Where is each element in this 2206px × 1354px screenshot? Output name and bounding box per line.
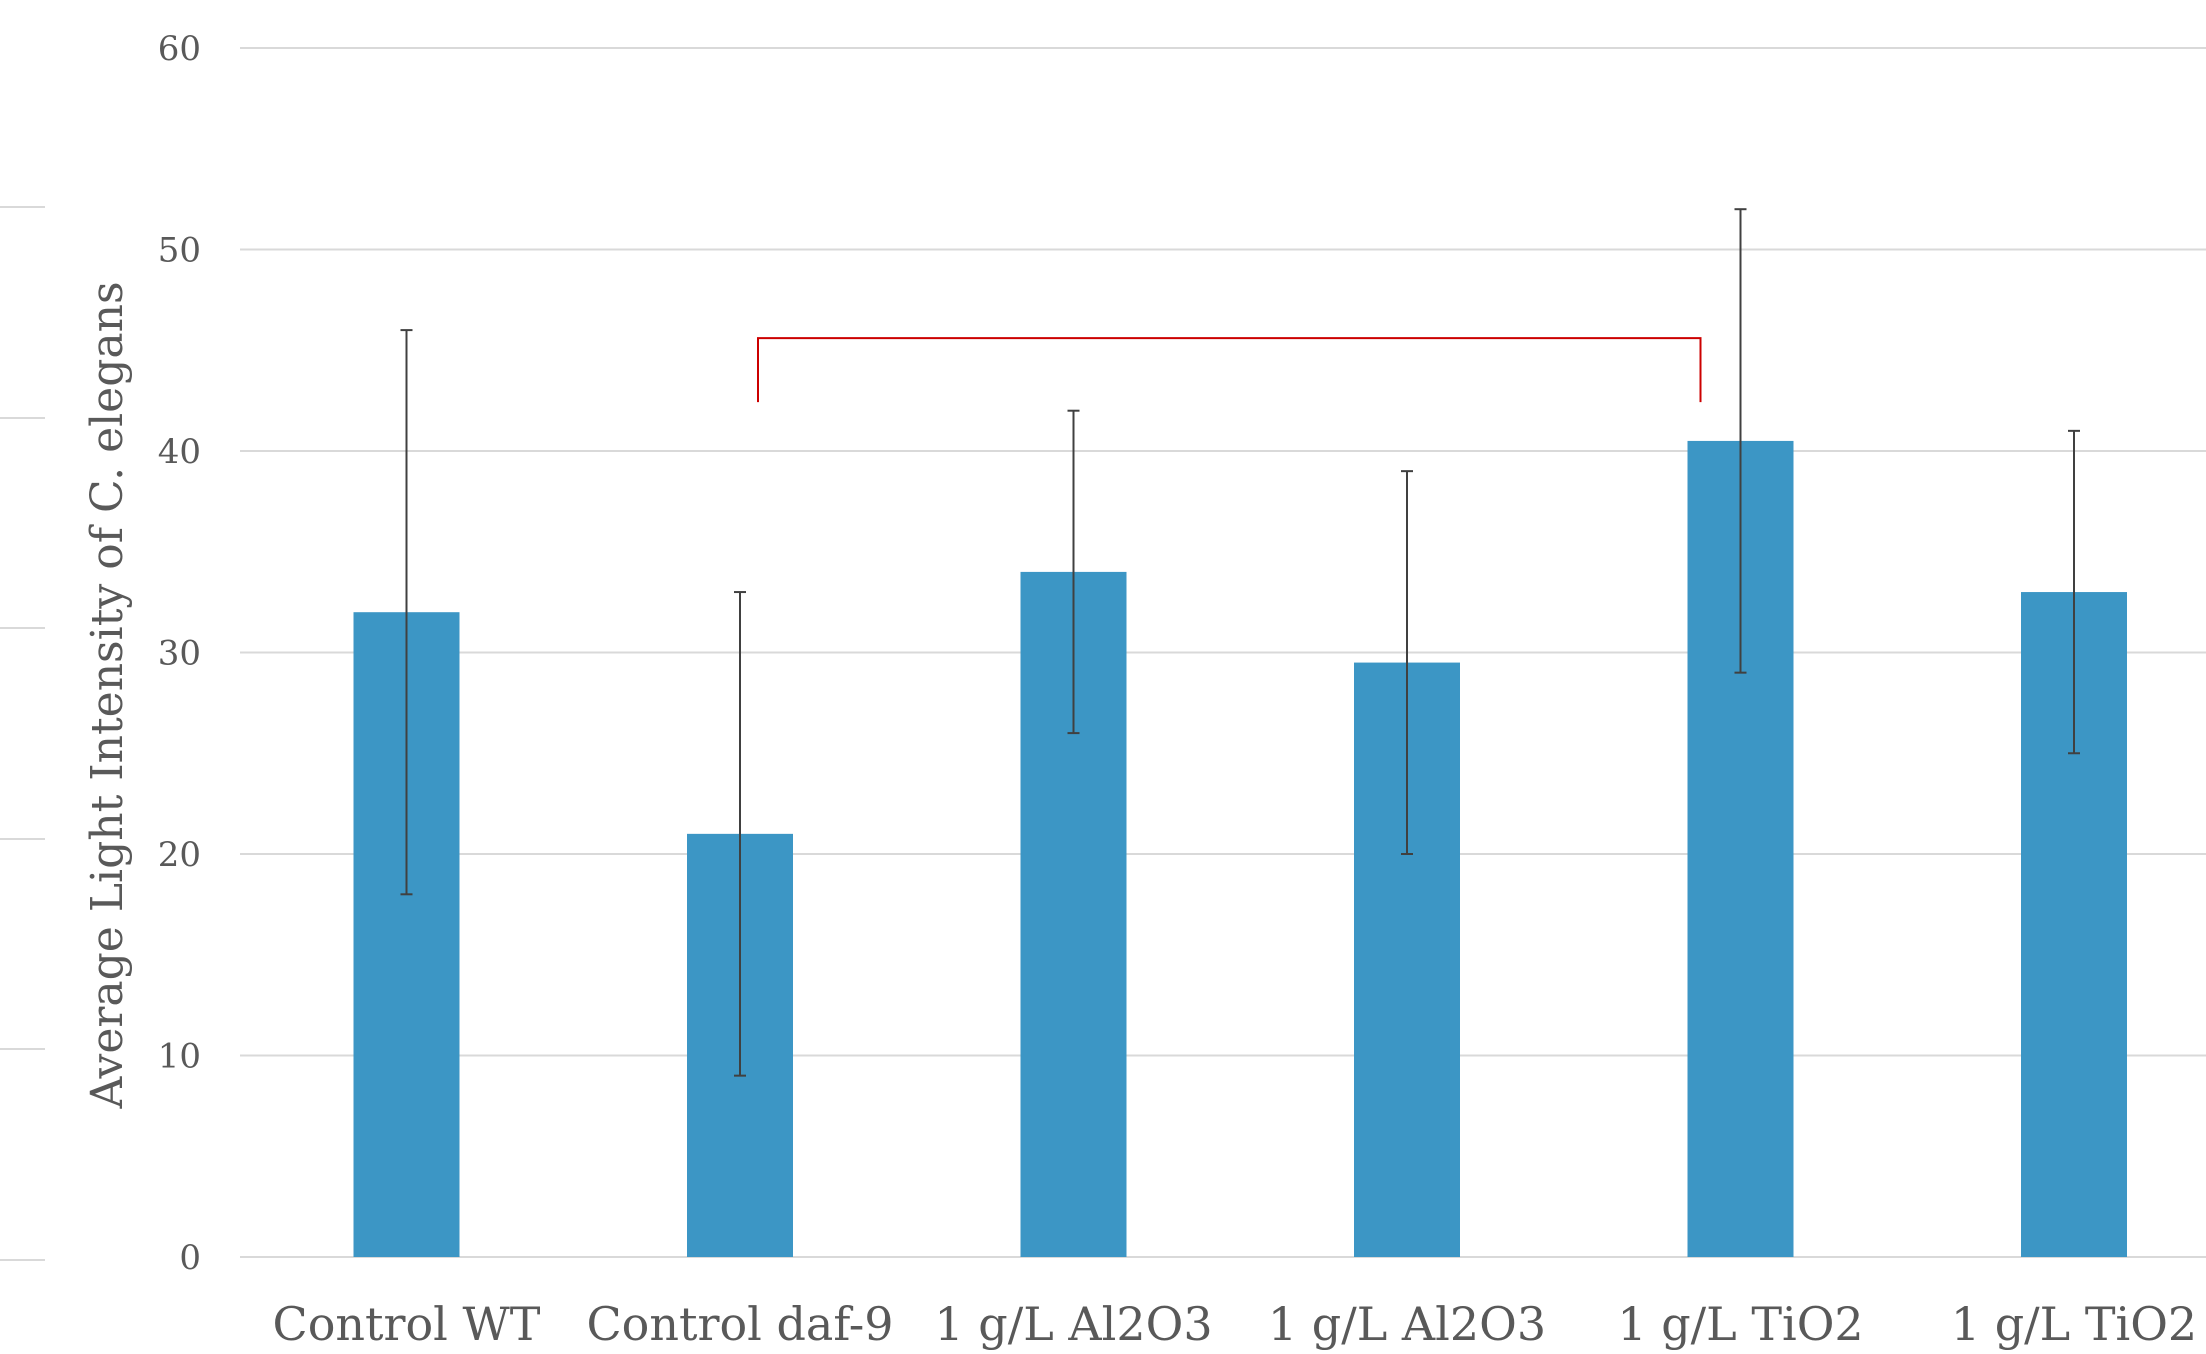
x-category-label: 1 g/L Al2O3	[934, 1297, 1212, 1351]
x-category-label: 1 g/L TiO2	[1617, 1297, 1863, 1351]
x-category-label: Control WT	[273, 1297, 541, 1351]
left-axis-ticks-partial	[0, 206, 45, 1261]
y-tick-label: 20	[158, 835, 201, 875]
error-bars	[400, 208, 2080, 1077]
x-axis-categories: Control WT Control daf-9 1 g/L Al2O3 1 g/L …	[273, 1297, 2198, 1351]
error-bar	[1401, 470, 1413, 855]
y-axis-title: Average Light Intensity of C. elegans	[82, 281, 133, 1109]
y-axis-ticks: 0 10 20 30 40 50 60	[158, 29, 201, 1278]
y-tick-label: 40	[158, 432, 201, 472]
x-category-label: 1 g/L Al2O3	[1268, 1297, 1546, 1351]
x-category-label: Control daf-9	[586, 1297, 893, 1351]
x-category-label: 1 g/L TiO2	[1951, 1297, 2197, 1351]
y-tick-label: 0	[179, 1238, 201, 1278]
y-tick-label: 50	[158, 231, 201, 271]
significance-bracket-line	[757, 337, 1702, 403]
bars	[353, 440, 2127, 1257]
error-bar	[734, 591, 746, 1077]
error-bar	[400, 329, 413, 896]
error-bar	[2068, 429, 2080, 755]
significance-bracket	[757, 337, 1702, 403]
y-tick-label: 30	[158, 634, 201, 674]
y-tick-label: 10	[158, 1037, 201, 1077]
error-bar	[1067, 409, 1080, 735]
gridlines	[240, 47, 2206, 1258]
error-bar	[1734, 208, 1747, 674]
y-tick-label: 60	[158, 29, 201, 69]
